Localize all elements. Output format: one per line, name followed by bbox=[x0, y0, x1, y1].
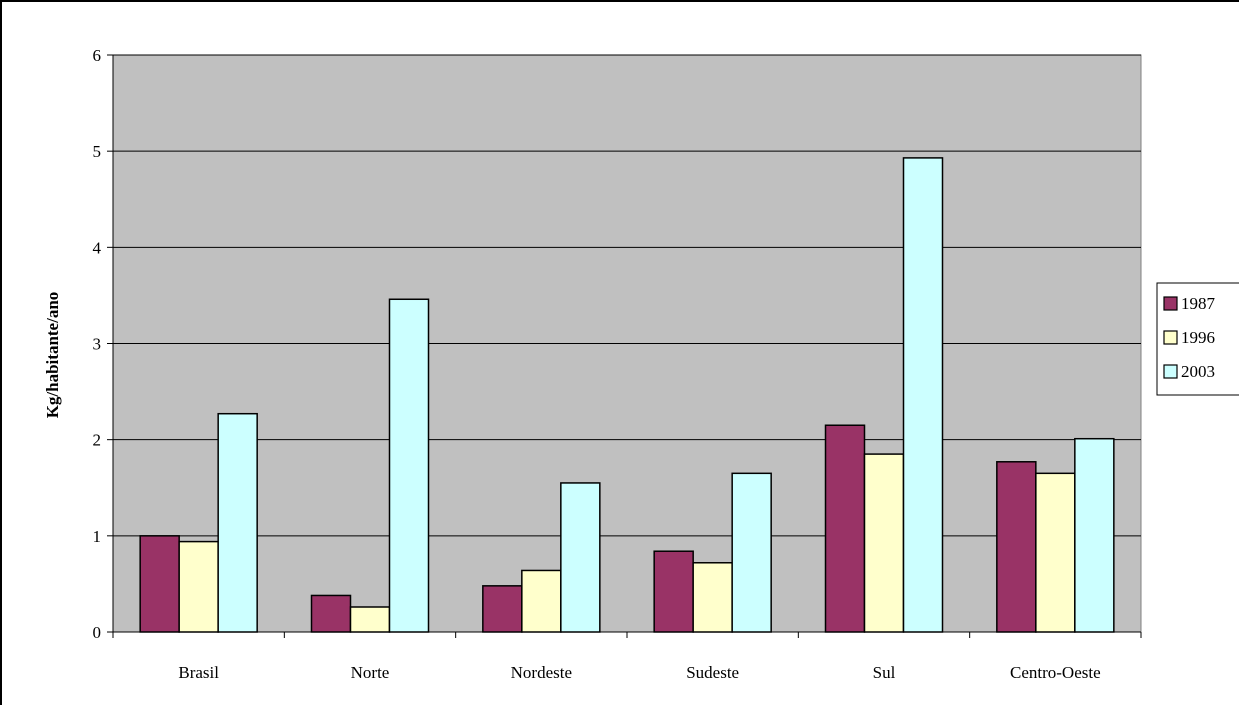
y-tick-label: 6 bbox=[93, 46, 102, 65]
x-tick-label: Centro-Oeste bbox=[1010, 663, 1101, 682]
legend-swatch bbox=[1163, 296, 1178, 311]
y-axis-title: Kg/habitante/ano bbox=[43, 292, 62, 419]
bar bbox=[521, 569, 562, 633]
bar bbox=[902, 157, 944, 633]
x-tick-label: Sul bbox=[873, 663, 896, 682]
legend-label: 2003 bbox=[1181, 362, 1215, 381]
bar bbox=[310, 594, 352, 633]
x-tick-label: Sudeste bbox=[686, 663, 739, 682]
bar bbox=[178, 540, 219, 633]
bar bbox=[692, 562, 733, 633]
bar bbox=[653, 550, 694, 633]
bar bbox=[139, 535, 180, 633]
y-tick-label: 4 bbox=[93, 238, 102, 257]
plot-area bbox=[112, 54, 1142, 633]
bar bbox=[217, 412, 258, 633]
y-tick-label: 2 bbox=[93, 431, 102, 450]
bar bbox=[824, 424, 866, 633]
legend: 1987 1996 2003 bbox=[1156, 282, 1239, 396]
bar bbox=[482, 585, 523, 633]
legend-label: 1987 bbox=[1181, 294, 1216, 313]
bar bbox=[863, 453, 905, 633]
legend-swatch bbox=[1163, 364, 1178, 379]
x-tick-label: Nordeste bbox=[511, 663, 572, 682]
y-tick-label: 3 bbox=[93, 335, 102, 354]
legend-swatch bbox=[1163, 330, 1178, 345]
legend-label: 1996 bbox=[1181, 328, 1215, 347]
bar bbox=[1035, 472, 1076, 633]
y-tick-label: 1 bbox=[93, 527, 102, 546]
y-tick-label: 5 bbox=[93, 142, 102, 161]
x-tick-label: Norte bbox=[351, 663, 390, 682]
bar bbox=[349, 606, 391, 633]
bar bbox=[996, 461, 1037, 633]
x-tick-label: Brasil bbox=[178, 663, 219, 682]
bar bbox=[731, 472, 772, 633]
y-tick-label: 0 bbox=[93, 623, 102, 642]
bar bbox=[1074, 437, 1115, 633]
bar bbox=[388, 298, 430, 633]
axes: 0 1 2 3 4 5 6 Brasil Norte Nordeste Sudeste Sul Cent… bbox=[43, 46, 1142, 682]
bar bbox=[560, 482, 601, 633]
